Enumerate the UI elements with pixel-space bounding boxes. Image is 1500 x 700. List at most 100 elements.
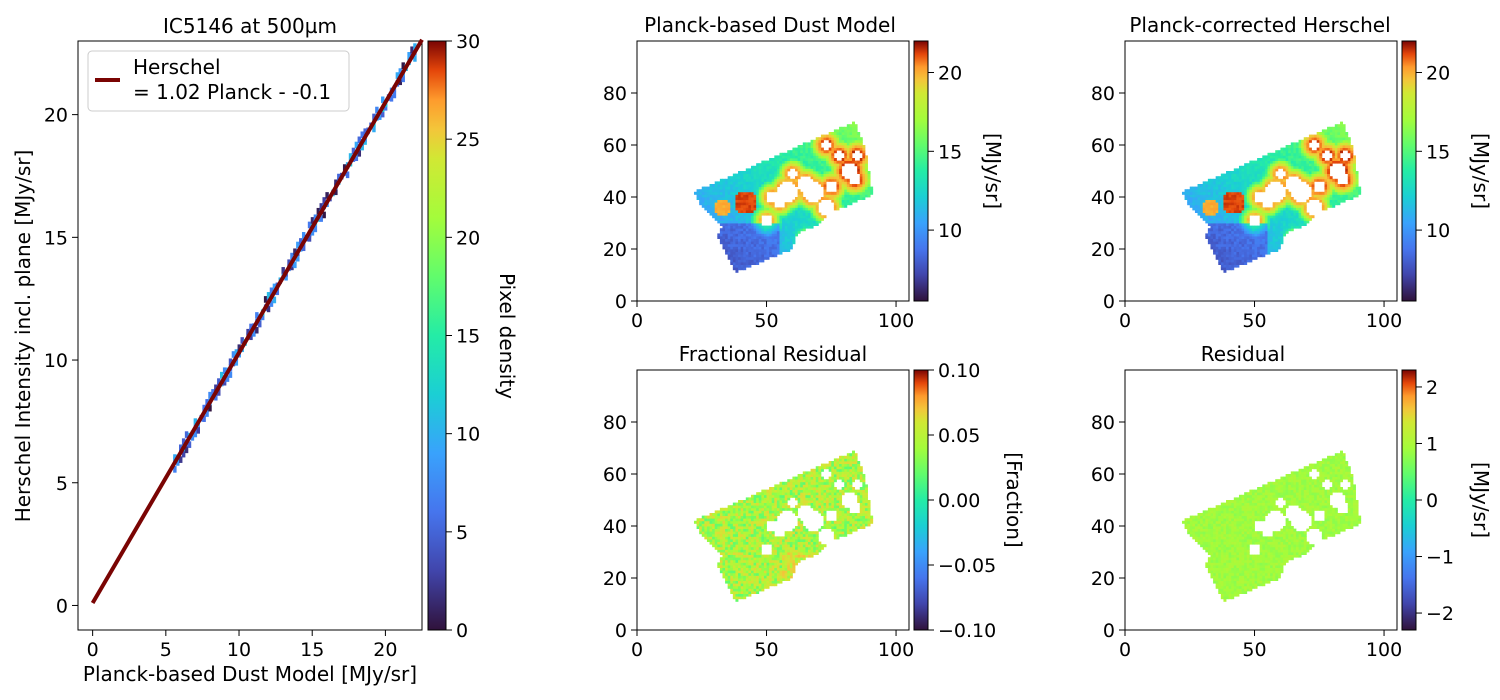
map-pixel — [753, 544, 757, 548]
map-pixel — [1220, 207, 1224, 211]
map-pixel — [706, 531, 710, 535]
map-panel-dust-model: Planck-based Dust Model 0 50 1000204060801… — [603, 13, 1005, 332]
map-pixel — [719, 181, 723, 185]
map-pixel — [774, 505, 778, 509]
map-pixel — [797, 165, 801, 169]
map-pixel — [789, 575, 793, 579]
map-pixel — [756, 241, 760, 245]
map-pixel — [748, 249, 752, 252]
map-pixel — [745, 557, 749, 561]
map-pixel — [1215, 199, 1219, 203]
map-pixel — [756, 544, 760, 548]
map-pixel — [795, 228, 799, 232]
map-pixel — [1298, 147, 1302, 151]
map-pixel — [1259, 158, 1263, 161]
map-pixel — [1246, 259, 1250, 263]
map-pixel — [810, 539, 814, 542]
map-pixel — [730, 246, 734, 250]
map-pixel — [738, 217, 742, 221]
map-pixel — [815, 155, 819, 159]
map-pixel — [849, 129, 853, 133]
map-pixel — [763, 502, 767, 506]
map-pixel — [725, 580, 729, 584]
map-pixel — [730, 197, 734, 200]
map-pixel — [831, 139, 835, 143]
map-pixel — [761, 533, 765, 537]
map-pixel — [1350, 147, 1354, 151]
map-pixel — [810, 168, 814, 172]
map-pixel — [815, 541, 819, 545]
map-pixel — [1233, 233, 1237, 237]
map-pixel — [750, 184, 754, 187]
map-pixel — [753, 533, 757, 537]
map-pixel — [1233, 210, 1237, 213]
map-pixel — [756, 559, 760, 563]
map-pixel — [1200, 212, 1204, 216]
map-pixel — [758, 249, 762, 252]
map-pixel — [738, 567, 742, 571]
map-pixel — [782, 176, 786, 180]
map-pixel — [753, 173, 757, 177]
map-pixel — [1319, 165, 1323, 169]
map-pixel — [810, 173, 814, 177]
map-pixel — [750, 199, 754, 203]
map-pixel — [1308, 152, 1312, 156]
map-pixel — [841, 150, 845, 154]
map-pixel — [763, 505, 767, 509]
map-pixel — [1277, 243, 1281, 247]
map-pixel — [740, 228, 744, 232]
map-pixel — [745, 567, 749, 571]
map-pixel — [1342, 160, 1346, 164]
map-pixel — [836, 139, 840, 143]
map-pixel — [740, 210, 744, 213]
map-pixel — [1342, 142, 1346, 146]
map-pixel — [831, 145, 835, 148]
map-pixel — [717, 518, 721, 522]
map-pixel — [831, 194, 835, 198]
map-pixel — [1345, 186, 1349, 190]
map-pixel — [750, 236, 754, 239]
map-pixel — [743, 520, 747, 524]
map-pixel — [1246, 181, 1250, 185]
map-pixel — [1342, 129, 1346, 133]
map-pixel — [823, 523, 827, 527]
map-pixel — [792, 204, 796, 208]
map-pixel — [1275, 243, 1279, 247]
map-pixel — [1262, 212, 1266, 216]
map-pixel — [722, 567, 726, 571]
map-pixel — [1285, 191, 1289, 195]
map-pixel — [722, 197, 726, 200]
map-pixel — [1264, 173, 1268, 177]
map-pixel — [831, 137, 835, 141]
map-pixel — [807, 549, 811, 553]
map-pixel — [802, 528, 806, 532]
map-pixel — [1327, 142, 1331, 146]
map-pixel — [738, 539, 742, 542]
map-pixel — [1270, 210, 1274, 213]
map-pixel — [758, 588, 762, 592]
map-pixel — [704, 531, 708, 535]
map-pixel — [1352, 171, 1356, 174]
map-pixel — [839, 515, 843, 519]
map-pixel — [704, 528, 708, 532]
density-cell — [307, 235, 312, 242]
map-pixel — [1342, 132, 1346, 135]
map-pixel — [730, 241, 734, 245]
map-pixel — [1241, 197, 1245, 200]
map-pixel — [792, 233, 796, 237]
map-pixel — [1226, 243, 1230, 247]
map-pixel — [792, 163, 796, 167]
map-pixel — [867, 194, 871, 198]
map-pixel — [719, 228, 723, 232]
map-pixel — [802, 212, 806, 216]
map-pixel — [1311, 150, 1315, 154]
density-cell — [179, 444, 183, 452]
map-pixel — [732, 256, 736, 260]
map-pixel — [1210, 225, 1214, 229]
map-pixel — [867, 186, 871, 190]
map-pixel — [753, 526, 757, 529]
map-pixel — [1257, 160, 1261, 164]
map-pixel — [709, 204, 713, 208]
map-pixel — [779, 507, 783, 511]
